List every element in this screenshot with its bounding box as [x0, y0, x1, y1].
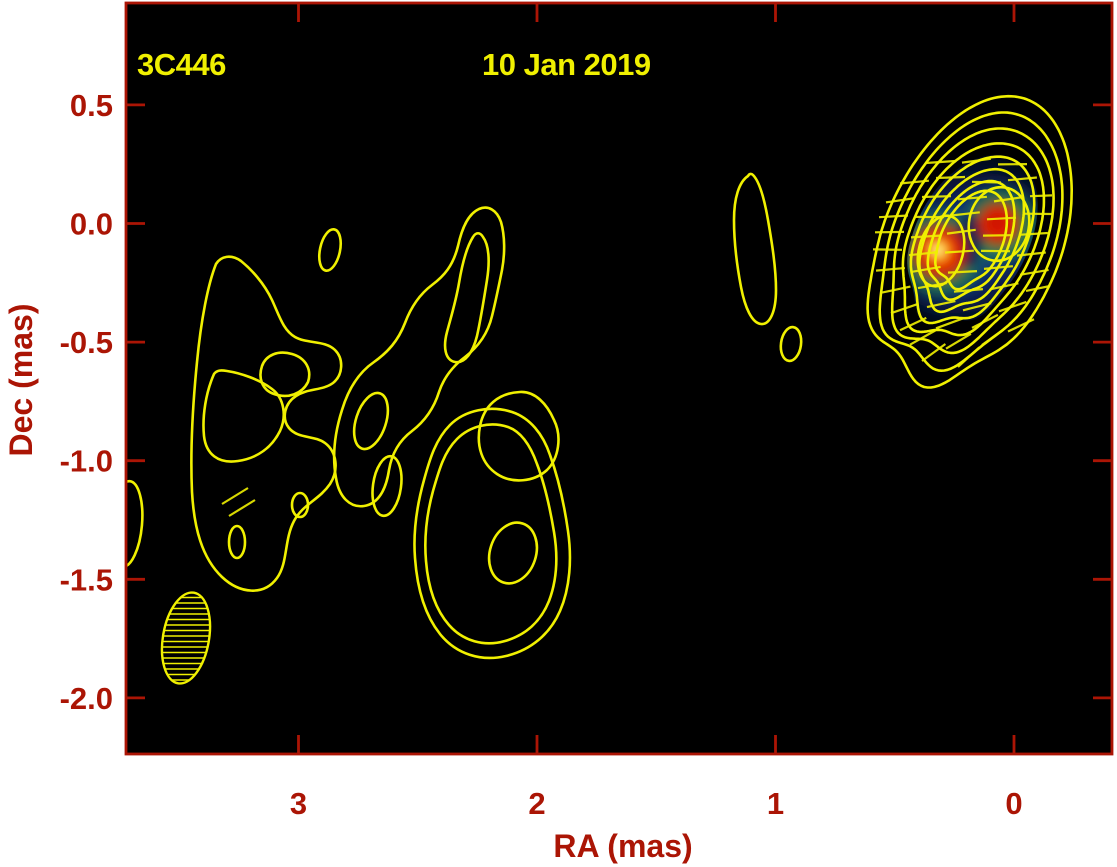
- polarization-tick: [998, 300, 1027, 313]
- polarization-tick: [944, 249, 974, 254]
- jet-contour-6: [413, 407, 572, 660]
- jet-contour-8: [477, 390, 560, 482]
- observation-date-label: 10 Jan 2019: [482, 47, 651, 82]
- jet-contour-2: [202, 369, 286, 463]
- polarization-tick: [1007, 176, 1038, 182]
- x-tick-label: 0: [1005, 786, 1022, 821]
- jet-contour-oval-7: [227, 524, 247, 560]
- polarization-tick: [910, 234, 940, 239]
- polarization-tick: [1025, 284, 1051, 292]
- plot-background: [125, 2, 1113, 755]
- y-axis-title: Dec (mas): [3, 304, 39, 457]
- polarization-tick: [925, 159, 955, 165]
- x-tick-label: 1: [767, 786, 784, 821]
- polarization-tick: [908, 251, 938, 257]
- polarization-tick: [1029, 194, 1053, 198]
- jet-contour-oval-4: [487, 521, 539, 585]
- x-axis-title: RA (mas): [553, 828, 692, 864]
- polarization-tick: [1018, 231, 1048, 236]
- x-tick-label: 2: [528, 786, 545, 821]
- plot-frame: [124, 1, 1114, 756]
- polarization-tick: [935, 317, 964, 330]
- polarization-tick: [989, 282, 1019, 291]
- polarization-tick: [911, 265, 941, 273]
- core-contour-ring-4: [901, 142, 1046, 337]
- polarization-tick: [971, 180, 1002, 184]
- jet-contour-oval-6: [290, 491, 310, 519]
- polarization-tick: [909, 329, 936, 346]
- jet-contour-oval-1: [317, 228, 343, 272]
- polarization-tick: [961, 157, 991, 164]
- jet-contour-9: [732, 172, 778, 326]
- axes-frame-group: [124, 1, 1114, 756]
- jet-contour-4: [332, 206, 506, 508]
- polarization-tick: [885, 197, 915, 204]
- y-tick-label: 0.0: [70, 207, 113, 242]
- jet-contour-5: [443, 231, 490, 364]
- y-tick-label: -1.0: [60, 444, 113, 479]
- polarization-tick: [983, 265, 1014, 270]
- polarization-tick: [971, 313, 999, 329]
- jet-polarization-tick: [228, 499, 256, 517]
- jet-contour-oval-5: [779, 325, 803, 363]
- core-contour-ring-6: [918, 167, 1026, 314]
- jet-polarization-tick: [221, 487, 249, 505]
- jet-contour-1: [190, 255, 343, 592]
- core-contour-ring-3: [890, 127, 1055, 355]
- polarization-tick: [950, 211, 980, 217]
- polarization-tick: [875, 266, 905, 272]
- core-contour-ring-8: [934, 189, 1009, 291]
- polarization-tick: [890, 302, 919, 315]
- jet-contour-oval-3: [371, 454, 403, 518]
- polarization-tick: [957, 346, 981, 368]
- polarization-tick: [986, 216, 1017, 221]
- source-name-label: 3C446: [137, 47, 226, 82]
- x-tick-label: 3: [290, 786, 307, 821]
- polarization-tick: [993, 196, 1023, 203]
- polarization-tick: [899, 179, 930, 185]
- polarization-tick: [935, 175, 966, 180]
- polarization-tick: [946, 228, 976, 235]
- core-peak-contour-2: [967, 185, 1031, 263]
- jet-contour-7: [424, 423, 558, 645]
- jet-contour-oval-2: [352, 391, 390, 451]
- polarization-tick: [881, 285, 911, 294]
- polarization-tick: [945, 332, 972, 350]
- polarization-tick: [962, 302, 992, 312]
- polarization-tick: [878, 214, 909, 219]
- polarization-ticks: [221, 157, 1053, 517]
- polarization-tick: [921, 343, 947, 362]
- polarization-tick: [917, 282, 947, 290]
- polarization-tick: [1019, 268, 1049, 276]
- polarization-tick: [899, 316, 927, 332]
- y-tick-label: -1.5: [60, 562, 113, 597]
- jet-contour-3: [259, 351, 311, 398]
- polarization-tick: [947, 270, 978, 274]
- y-tick-label: -0.5: [60, 325, 113, 360]
- color-layer: [987, 213, 1007, 233]
- polarization-tick: [1007, 318, 1035, 333]
- jet-contour-oval-8: [126, 479, 144, 569]
- polarization-tick: [981, 327, 1007, 346]
- polarization-tick: [953, 288, 983, 293]
- polarization-tick: [957, 195, 987, 201]
- polarization-tick: [921, 195, 952, 199]
- core-contour-ring-2: [878, 111, 1064, 372]
- polarization-tick: [1016, 251, 1046, 257]
- polarization-tick: [926, 300, 956, 309]
- y-tick-label: -2.0: [60, 681, 113, 716]
- y-tick-label: 0.5: [70, 88, 113, 123]
- beam-outline: [160, 591, 212, 685]
